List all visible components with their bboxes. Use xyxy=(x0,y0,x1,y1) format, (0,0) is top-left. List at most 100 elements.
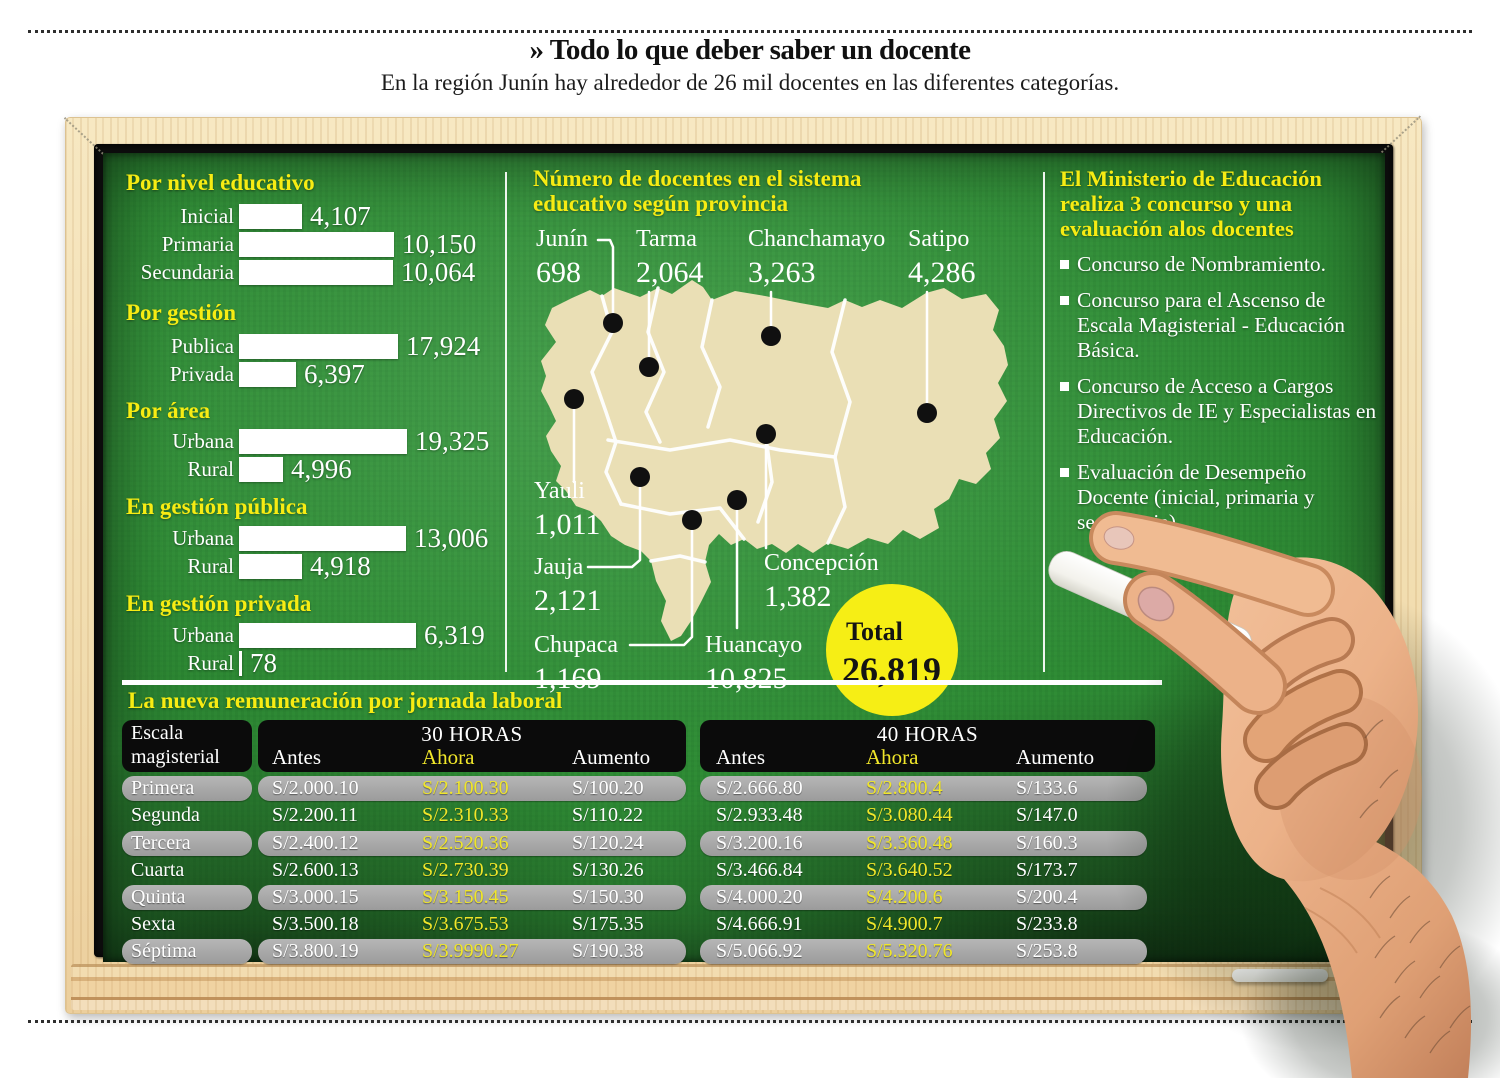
dot-jauja xyxy=(630,467,650,487)
table-header-30h: 30 HORAS Antes Ahora Aumento xyxy=(258,720,686,772)
dot-tarma xyxy=(639,357,659,377)
bar-value: 4,107 xyxy=(310,200,371,231)
vertical-divider-left xyxy=(505,172,507,672)
bar-row: Publica 17,924 xyxy=(122,330,481,361)
label-junin: Junín xyxy=(536,226,588,252)
bar-row: Rural 4,918 xyxy=(122,550,371,581)
dot-junin xyxy=(603,313,623,333)
province-labels: Junín 698 Tarma 2,064 Chanchamayo 3,263 … xyxy=(534,226,976,695)
bar-label: Privada xyxy=(169,361,234,386)
bar-label: Rural xyxy=(187,456,234,481)
label-tarma: Tarma xyxy=(636,226,697,252)
bar-row: Primaria 10,150 xyxy=(122,229,477,259)
chalk-tray xyxy=(71,964,1416,1010)
label-chupaca: Chupaca xyxy=(534,632,618,658)
ministry-title-line2: realiza 3 concurso y una xyxy=(1060,191,1293,216)
label-concepcion: Concepción xyxy=(764,550,879,576)
col-ahora-30: Ahora xyxy=(422,745,475,769)
bar-group-heading: En gestión privada xyxy=(126,591,312,616)
bottom-dotted-rule xyxy=(28,1020,1472,1023)
value-satipo: 4,286 xyxy=(908,256,976,289)
dot-satipo xyxy=(917,403,937,423)
bar-value: 78 xyxy=(250,647,277,678)
dot-yauli xyxy=(564,389,584,409)
bar-value: 4,996 xyxy=(291,453,352,484)
bar xyxy=(239,428,407,454)
ministry-title-line3: evaluación alos docentes xyxy=(1060,216,1294,241)
table-row: Quinta S/3.000.15 S/3.150.45 S/150.30 S/4.… xyxy=(0,885,1500,910)
ministry-bullet: Concurso de Acceso a Cargos Directivos d… xyxy=(1060,374,1382,449)
bar-row: Urbana 19,325 xyxy=(122,426,489,456)
table-row: Segunda S/2.200.11 S/2.310.33 S/110.22 S/2… xyxy=(131,804,1078,826)
table-row: Tercera S/2.400.12 S/2.520.36 S/120.24 S/3… xyxy=(0,831,1500,856)
bar-label: Rural xyxy=(187,553,234,578)
bar-group-heading: Por nivel educativo xyxy=(126,170,315,195)
bar-label: Secundaria xyxy=(140,259,234,284)
bar-row: Rural 4,996 xyxy=(122,453,352,484)
bar-group-heading: En gestión pública xyxy=(126,494,308,519)
table-title: La nueva remuneración por jornada labora… xyxy=(128,688,563,713)
map-title-line1: Número de docentes en el sistema xyxy=(533,166,862,191)
bar-value: 6,319 xyxy=(424,619,485,650)
bullet-text: Evaluación de Desempeño Docente (inicial… xyxy=(1077,460,1315,534)
label-yauli: Yauli xyxy=(534,478,585,504)
bullet-square-icon xyxy=(1060,296,1069,305)
table-row: Séptima S/3.800.19 S/3.9990.27 S/190.38 S/… xyxy=(0,939,1500,964)
map-title-line2: educativo según provincia xyxy=(533,191,789,216)
col-antes-30: Antes xyxy=(272,745,321,769)
ministry-title-line1: El Ministerio de Educación xyxy=(1060,166,1322,191)
bar-value: 10,064 xyxy=(401,256,476,287)
bar xyxy=(239,361,296,387)
dot-concepcion xyxy=(756,424,776,444)
ministry-bullet: Concurso de Nombramiento. xyxy=(1060,252,1382,277)
bar xyxy=(239,231,394,257)
col-antes-40: Antes xyxy=(716,745,765,769)
escala-line1: Escala xyxy=(131,722,184,744)
bar-label: Urbana xyxy=(172,622,234,647)
bar xyxy=(239,525,406,551)
bar-label: Primaria xyxy=(161,231,234,256)
bar xyxy=(239,203,302,229)
value-tarma: 2,064 xyxy=(636,256,704,289)
bar xyxy=(239,259,393,285)
table-header-escala: Escala magisterial xyxy=(122,720,252,772)
page-subtitle: En la región Junín hay alrededor de 26 m… xyxy=(380,70,1120,95)
bar-group-heading: Por área xyxy=(126,398,211,423)
dot-chupaca xyxy=(682,510,702,530)
bar-label: Publica xyxy=(171,333,234,358)
bar-value: 13,006 xyxy=(414,522,489,553)
table-row: Cuarta S/2.600.13 S/2.730.39 S/130.26 S/3.… xyxy=(131,859,1078,881)
bullet-square-icon xyxy=(1060,382,1069,391)
group-30-horas: 30 HORAS xyxy=(421,722,523,746)
bar-label: Rural xyxy=(187,650,234,675)
bar xyxy=(239,553,302,579)
value-yauli: 1,011 xyxy=(534,508,600,541)
label-huancayo: Huancayo xyxy=(705,632,802,658)
bullet-square-icon xyxy=(1060,260,1069,269)
value-chanchamayo: 3,263 xyxy=(748,256,816,289)
top-dotted-rule xyxy=(28,30,1472,33)
dot-huancayo xyxy=(727,490,747,510)
bar-row: Privada 6,397 xyxy=(122,359,365,389)
bar-row: Secundaria 10,064 xyxy=(122,256,476,287)
province-dots xyxy=(564,313,937,530)
bar xyxy=(239,456,283,482)
bullet-text: Concurso de Acceso a Cargos Directivos d… xyxy=(1077,374,1377,448)
bar-value: 17,924 xyxy=(406,330,481,361)
bar xyxy=(239,622,416,648)
bullet-text: Concurso de Nombramiento. xyxy=(1077,252,1326,276)
value-jauja: 2,121 xyxy=(534,584,602,617)
bar-label: Inicial xyxy=(180,203,234,228)
bar-row: Rural 78 xyxy=(122,647,277,678)
ministry-panel: El Ministerio de Educación realiza 3 con… xyxy=(1060,166,1382,535)
bar-group-heading: Por gestión xyxy=(126,300,237,325)
col-aumento-40: Aumento xyxy=(1016,745,1095,769)
bullet-square-icon xyxy=(1060,468,1069,477)
value-huancayo: 10,825 xyxy=(705,662,788,695)
leader-lines xyxy=(572,238,929,647)
bar-value: 4,918 xyxy=(310,550,371,581)
dot-chanchamayo xyxy=(761,326,781,346)
value-chupaca: 1,169 xyxy=(534,662,602,695)
bar xyxy=(239,333,398,359)
